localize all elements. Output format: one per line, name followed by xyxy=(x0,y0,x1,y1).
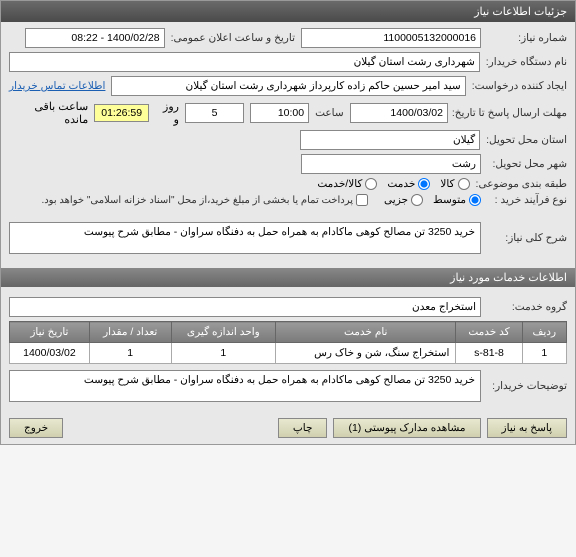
radio-service[interactable]: خدمت xyxy=(387,178,430,190)
days-left-field: 5 xyxy=(185,103,244,123)
time-label: ساعت xyxy=(315,107,344,119)
header-panel: شماره نیاز: 1100005132000016 تاریخ و ساع… xyxy=(1,22,575,216)
general-panel: شرح کلی نیاز: xyxy=(1,216,575,264)
purchase-type-label: نوع فرآیند خرید : xyxy=(487,194,567,206)
radio-goods-input[interactable] xyxy=(458,178,470,190)
col-name: نام خدمت xyxy=(276,322,456,343)
general-desc-label: شرح کلی نیاز: xyxy=(487,232,567,244)
titlebar: جزئیات اطلاعات نیاز xyxy=(1,1,575,22)
payment-note-check[interactable]: پرداخت تمام یا بخشی از مبلغ خرید،از محل … xyxy=(41,194,368,206)
services-panel: گروه خدمت: استخراج معدن ردیف کد خدمت نام… xyxy=(1,291,575,412)
city-field: رشت xyxy=(301,154,481,174)
need-number-label: شماره نیاز: xyxy=(487,32,567,44)
docs-button[interactable]: مشاهده مدارک پیوستی (1) xyxy=(333,418,480,438)
payment-checkbox[interactable] xyxy=(356,194,368,206)
radio-partial-input[interactable] xyxy=(411,194,423,206)
remaining-label: ساعت باقی مانده xyxy=(9,100,88,126)
radio-both[interactable]: کالا/خدمت xyxy=(317,178,377,190)
creator-field: سید امیر حسین حاکم زاده کارپرداز شهرداری… xyxy=(111,76,465,96)
city-label: شهر محل تحویل: xyxy=(487,158,567,170)
radio-medium[interactable]: متوسط xyxy=(433,194,481,206)
announce-label: تاریخ و ساعت اعلان عمومی: xyxy=(171,32,295,44)
buyer-org-label: نام دستگاه خریدار: xyxy=(486,56,567,68)
deadline-date-field: 1400/03/02 xyxy=(350,103,448,123)
buyer-org-field: شهرداری رشت استان گیلان xyxy=(9,52,480,72)
print-button[interactable]: چاپ xyxy=(278,418,328,438)
province-field: گیلان xyxy=(300,130,480,150)
col-code: کد خدمت xyxy=(456,322,522,343)
province-label: استان محل تحویل: xyxy=(486,134,567,146)
category-label: طبقه بندی موضوعی: xyxy=(476,178,567,190)
deadline-label: مهلت ارسال پاسخ تا تاریخ: xyxy=(454,107,567,119)
col-row: ردیف xyxy=(522,322,566,343)
service-group-field: استخراج معدن xyxy=(9,297,481,317)
table-header-row: ردیف کد خدمت نام خدمت واحد اندازه گیری ت… xyxy=(10,322,567,343)
radio-partial[interactable]: جزیی xyxy=(384,194,423,206)
window-title: جزئیات اطلاعات نیاز xyxy=(474,6,567,18)
need-number-field: 1100005132000016 xyxy=(301,28,481,48)
countdown-box: 01:26:59 xyxy=(94,104,149,122)
col-unit: واحد اندازه گیری xyxy=(171,322,275,343)
radio-goods[interactable]: کالا xyxy=(440,178,469,190)
category-radio-group: کالا خدمت کالا/خدمت xyxy=(317,178,469,190)
col-date: تاریخ نیاز xyxy=(10,322,90,343)
service-group-label: گروه خدمت: xyxy=(487,301,567,313)
table-row[interactable]: 1 s-81-8 استخراج سنگ، شن و خاک رس 1 1 14… xyxy=(10,343,567,364)
exit-button[interactable]: خروج xyxy=(9,418,63,438)
contact-link[interactable]: اطلاعات تماس خریدار xyxy=(9,80,105,92)
services-section-bar: اطلاعات خدمات مورد نیاز xyxy=(1,268,575,287)
general-desc-field xyxy=(9,222,481,254)
creator-label: ایجاد کننده درخواست: xyxy=(472,80,567,92)
purchase-type-group: متوسط جزیی xyxy=(384,194,481,206)
radio-both-input[interactable] xyxy=(365,178,377,190)
radio-service-input[interactable] xyxy=(418,178,430,190)
footer-buttons: پاسخ به نیاز مشاهده مدارک پیوستی (1) چاپ… xyxy=(1,412,575,444)
announce-field: 1400/02/28 - 08:22 xyxy=(25,28,165,48)
col-qty: تعداد / مقدار xyxy=(89,322,171,343)
radio-medium-input[interactable] xyxy=(469,194,481,206)
deadline-time-field: 10:00 xyxy=(250,103,309,123)
respond-button[interactable]: پاسخ به نیاز xyxy=(487,418,567,438)
buyer-notes-field xyxy=(9,370,481,402)
main-window: جزئیات اطلاعات نیاز شماره نیاز: 11000051… xyxy=(0,0,576,445)
buyer-notes-label: توضیحات خریدار: xyxy=(487,380,567,392)
days-label: روز و xyxy=(155,100,179,126)
services-table: ردیف کد خدمت نام خدمت واحد اندازه گیری ت… xyxy=(9,321,567,364)
